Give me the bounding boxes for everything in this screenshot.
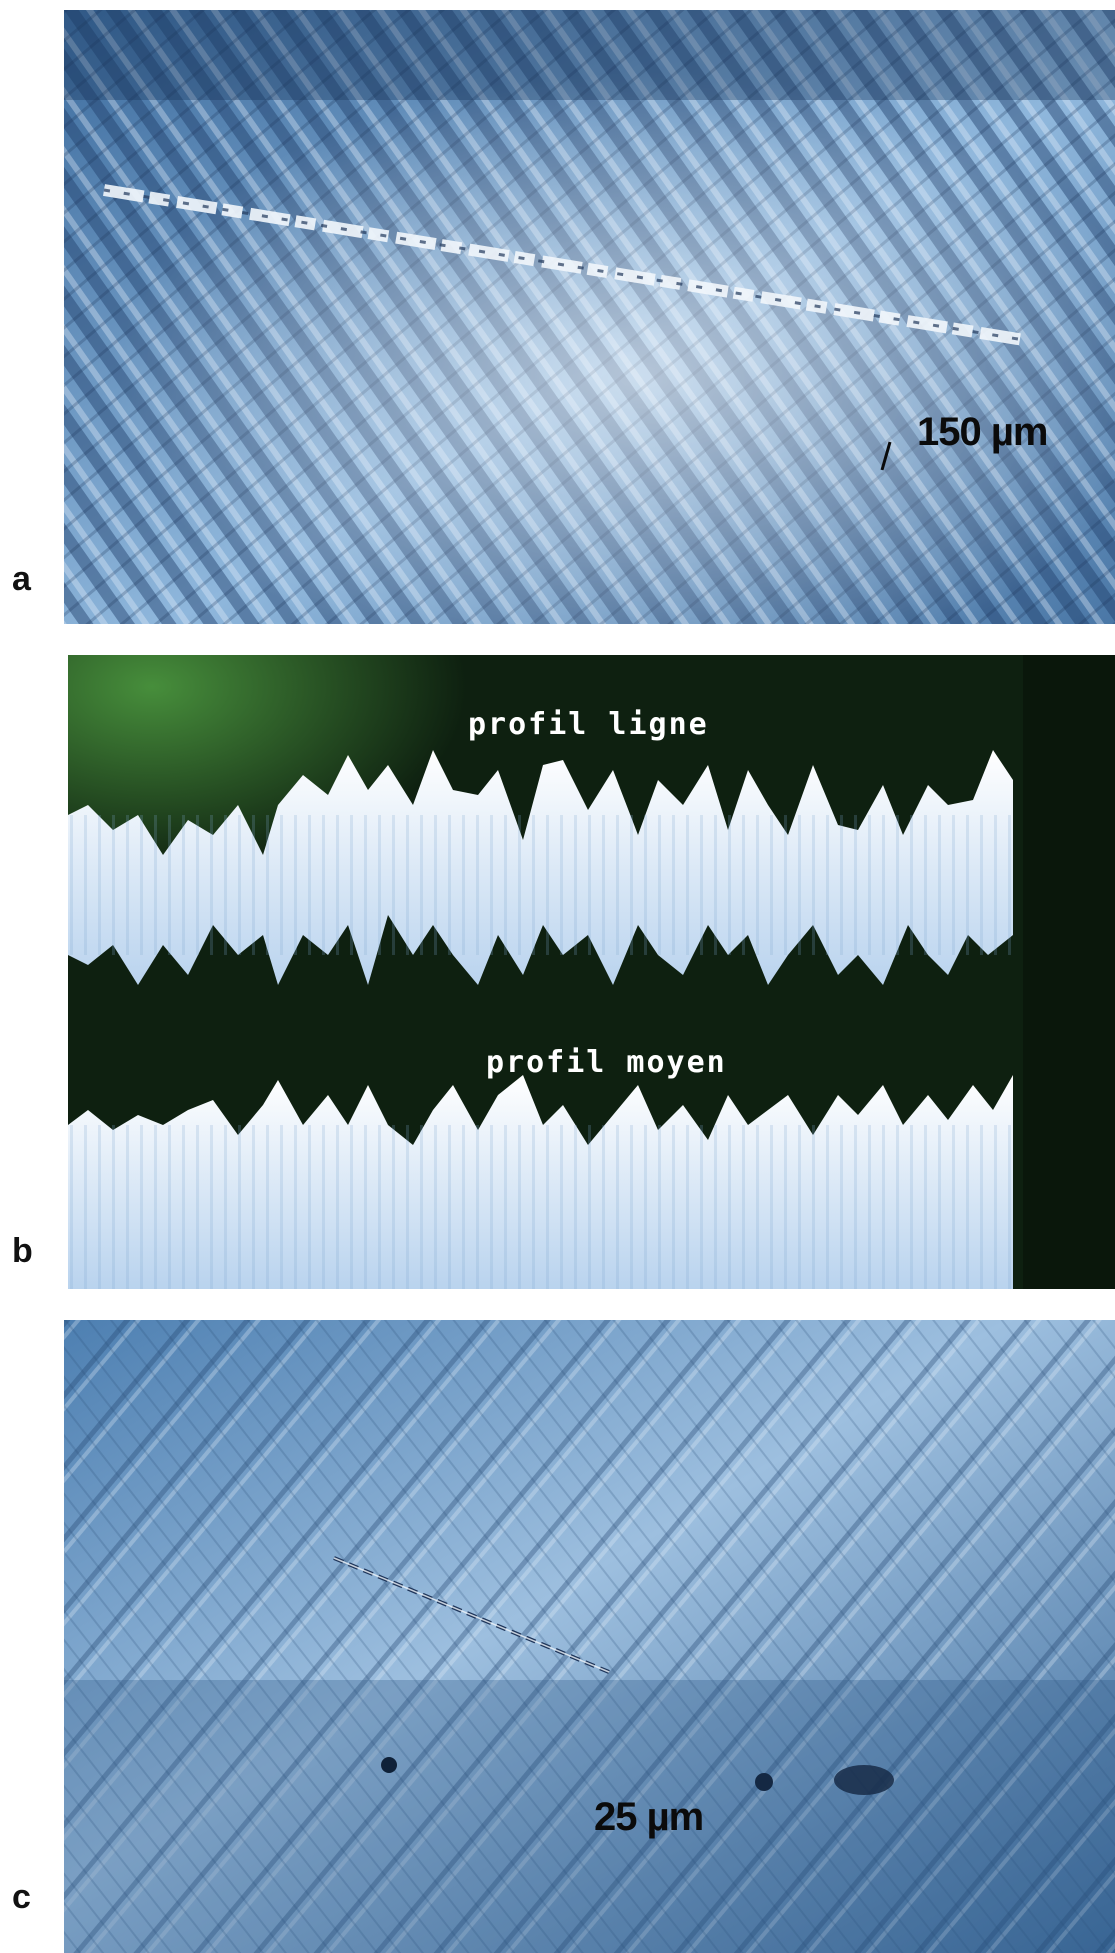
micrograph-panel-a: 150 µm <box>64 10 1115 624</box>
striated-texture-c <box>64 1320 1115 1953</box>
scale-bar-label: 150 µm <box>917 410 1048 454</box>
panel-label-a: a <box>12 560 31 598</box>
profile-line-label: profil ligne <box>468 707 709 742</box>
profile-traces <box>68 655 1115 1289</box>
profile-mean-label: profil moyen <box>486 1045 727 1080</box>
micrograph-panel-c: 25 µm <box>64 1320 1115 1953</box>
scale-bar-label: 25 µm <box>594 1795 704 1839</box>
striated-texture-a <box>64 10 1115 624</box>
panel-label-c: c <box>12 1878 31 1916</box>
profile-plot-panel-b: profil ligne profil moyen <box>68 655 1115 1289</box>
panel-label-b: b <box>12 1232 33 1270</box>
